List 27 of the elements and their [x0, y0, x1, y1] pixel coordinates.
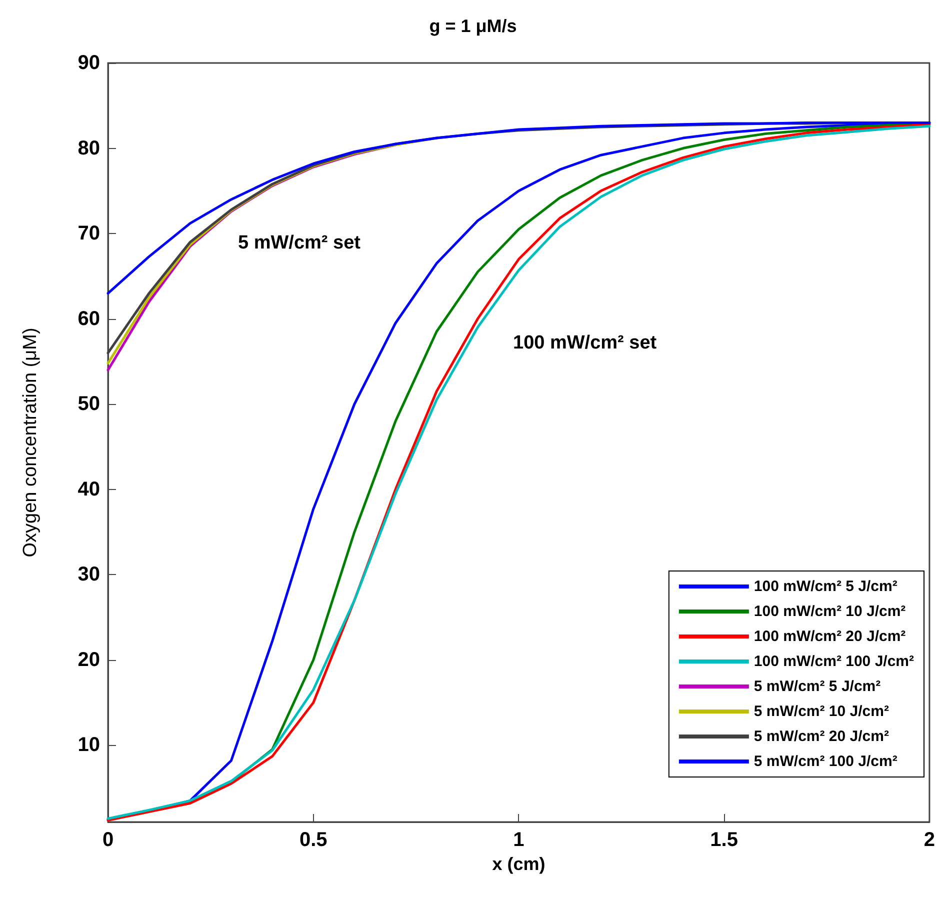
chart-title: g = 1 μM/s: [429, 16, 517, 36]
x-axis-title: x (cm): [492, 854, 546, 874]
legend-label: 5 mW/cm² 5 J/cm²: [754, 678, 881, 695]
y-tick-label: 80: [78, 137, 100, 160]
y-tick-label: 70: [78, 222, 100, 245]
x-tick-label: 1: [513, 829, 524, 851]
legend-label: 100 mW/cm² 100 J/cm²: [754, 653, 914, 670]
annotation: 5 mW/cm² set: [238, 232, 362, 254]
y-tick-label: 10: [78, 734, 100, 756]
legend-label: 5 mW/cm² 20 J/cm²: [754, 728, 889, 745]
annotation: 100 mW/cm² set: [513, 332, 658, 354]
y-tick-label: 50: [78, 393, 100, 416]
x-tick-label: 0: [102, 829, 114, 851]
y-tick-label: 60: [78, 308, 100, 330]
y-axis-title: Oxygen concentration (μM): [20, 328, 41, 558]
x-tick-label: 1.5: [710, 829, 738, 851]
x-tick-label: 2: [924, 829, 935, 851]
y-tick-label: 20: [78, 648, 100, 671]
legend-label: 5 mW/cm² 10 J/cm²: [754, 703, 889, 720]
legend-label: 100 mW/cm² 10 J/cm²: [754, 603, 906, 620]
legend-label: 100 mW/cm² 5 J/cm²: [754, 578, 898, 595]
y-tick-label: 30: [78, 564, 100, 586]
legend-label: 100 mW/cm² 20 J/cm²: [754, 628, 906, 645]
y-tick-label: 40: [78, 478, 100, 500]
y-tick-label: 90: [78, 52, 100, 74]
legend-label: 5 mW/cm² 100 J/cm²: [754, 753, 898, 770]
x-tick-label: 0.5: [299, 829, 328, 851]
